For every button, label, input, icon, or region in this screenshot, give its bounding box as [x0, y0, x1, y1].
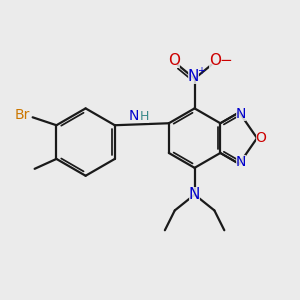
Text: −: − — [219, 53, 232, 68]
Text: O: O — [256, 131, 266, 145]
Text: N: N — [236, 107, 246, 121]
Text: H: H — [140, 110, 149, 123]
Text: N: N — [188, 69, 199, 84]
Text: N: N — [129, 109, 139, 123]
Text: +: + — [197, 66, 206, 76]
Text: O: O — [168, 53, 180, 68]
Text: N: N — [189, 187, 200, 202]
Text: N: N — [236, 155, 246, 169]
Text: O: O — [209, 53, 221, 68]
Text: Br: Br — [15, 108, 30, 122]
